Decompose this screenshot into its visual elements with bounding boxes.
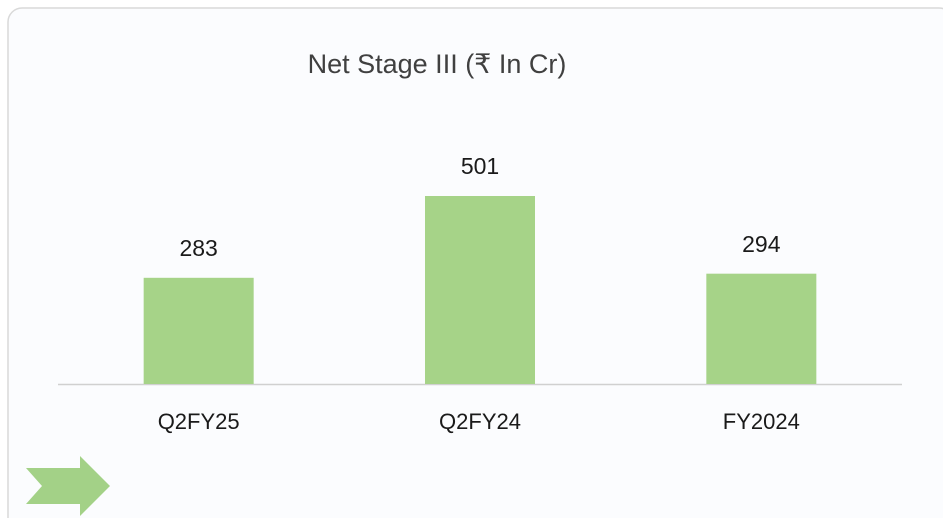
bar (706, 273, 817, 384)
chart-title: Net Stage III (₹ In Cr) (308, 49, 567, 79)
arrow-icon (26, 456, 110, 516)
value-label: 283 (179, 235, 217, 261)
x-tick-label: Q2FY25 (158, 409, 240, 434)
x-tick-label: Q2FY24 (439, 409, 521, 434)
x-tick-label: FY2024 (723, 409, 800, 434)
value-label: 501 (461, 153, 499, 179)
bar (143, 277, 254, 384)
bar (425, 196, 535, 384)
value-label: 294 (742, 231, 781, 257)
